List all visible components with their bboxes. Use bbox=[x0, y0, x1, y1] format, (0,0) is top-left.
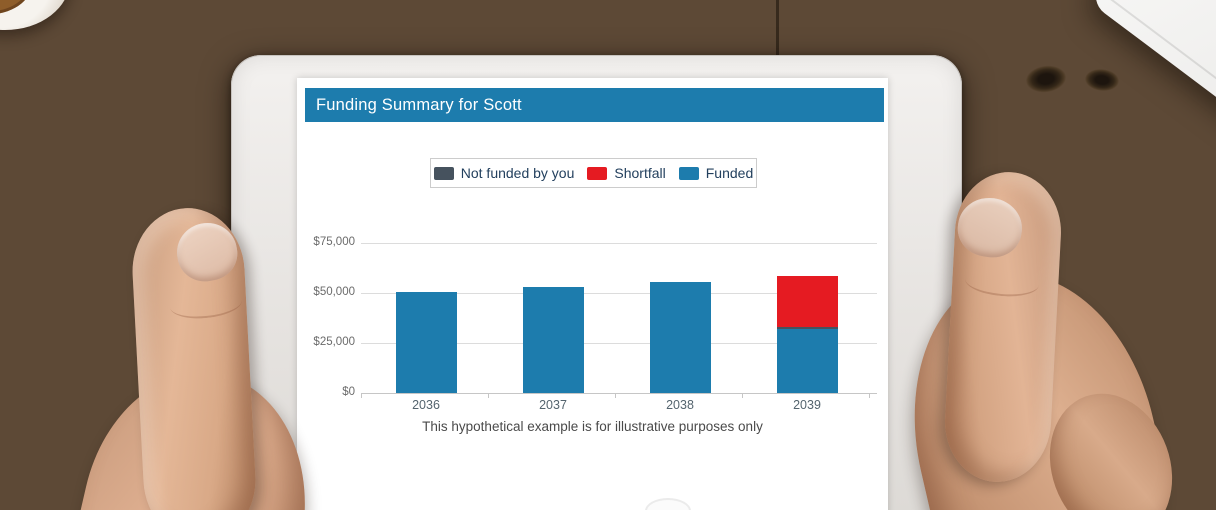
chart-legend: Not funded by you Shortfall Funded bbox=[430, 158, 757, 188]
x-axis-tick bbox=[742, 393, 743, 398]
chart-title-bar: Funding Summary for Scott bbox=[305, 88, 884, 122]
chart-title: Funding Summary for Scott bbox=[316, 96, 522, 114]
y-axis-label: $75,000 bbox=[313, 236, 355, 248]
legend-label: Shortfall bbox=[614, 165, 666, 181]
y-axis-label: $0 bbox=[342, 386, 355, 398]
bar-segment-funded bbox=[522, 287, 584, 393]
x-axis-label: 2038 bbox=[666, 398, 694, 412]
legend-item-shortfall: Shortfall bbox=[587, 165, 666, 181]
gridline bbox=[361, 393, 877, 394]
bar-segment-funded bbox=[649, 282, 711, 393]
legend-swatch bbox=[678, 166, 699, 180]
legend-label: Funded bbox=[705, 165, 754, 181]
y-axis-label: $25,000 bbox=[313, 336, 355, 348]
x-axis-label: 2036 bbox=[412, 398, 440, 412]
gridline bbox=[361, 293, 877, 294]
x-axis-tick bbox=[488, 393, 489, 398]
legend-item-not-funded-by-you: Not funded by you bbox=[433, 165, 575, 181]
legend-swatch bbox=[587, 166, 608, 180]
gridline bbox=[361, 243, 877, 244]
home-button-ellipse bbox=[645, 498, 691, 510]
bar-segment-funded bbox=[776, 329, 838, 393]
x-axis-tick bbox=[615, 393, 616, 398]
bar-segment-shortfall bbox=[776, 276, 838, 327]
legend-item-funded: Funded bbox=[678, 165, 754, 181]
x-axis-tick bbox=[869, 393, 870, 398]
bar-segment-funded bbox=[395, 292, 457, 393]
x-axis-label: 2037 bbox=[539, 398, 567, 412]
bar-segment-not-funded-by-you bbox=[776, 327, 838, 329]
chart-card: Funding Summary for Scott Not funded by … bbox=[297, 78, 888, 510]
y-axis-label: $50,000 bbox=[313, 286, 355, 298]
wood-board-joint bbox=[776, 0, 779, 58]
x-axis-tick bbox=[361, 393, 362, 398]
x-axis-label: 2039 bbox=[793, 398, 821, 412]
gridline bbox=[361, 343, 877, 344]
legend-label: Not funded by you bbox=[460, 165, 575, 181]
legend-swatch bbox=[433, 166, 454, 180]
tablet: Funding Summary for Scott Not funded by … bbox=[231, 55, 962, 510]
chart-caption: This hypothetical example is for illustr… bbox=[422, 419, 763, 434]
